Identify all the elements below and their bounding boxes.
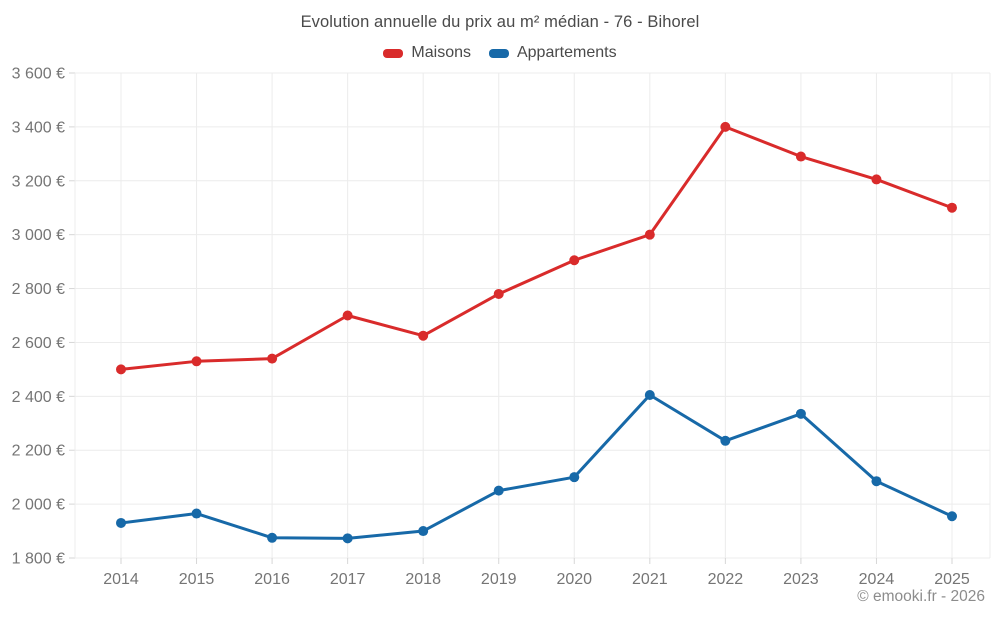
appartements-legend-label: Appartements bbox=[516, 44, 617, 61]
x-tick-label: 2023 bbox=[783, 571, 819, 588]
x-tick-label: 2017 bbox=[330, 571, 366, 588]
x-tick-label: 2022 bbox=[708, 571, 744, 588]
y-tick-label: 3 600 € bbox=[12, 66, 65, 83]
data-point-maisons-2021[interactable] bbox=[644, 229, 655, 240]
data-point-maisons-2020[interactable] bbox=[569, 255, 580, 266]
x-tick-label: 2020 bbox=[556, 571, 592, 588]
x-tick-label: 2018 bbox=[405, 571, 441, 588]
chart-title: Evolution annuelle du prix au m² médian … bbox=[300, 13, 700, 31]
data-point-maisons-2025[interactable] bbox=[947, 202, 957, 213]
y-tick-label: 3 400 € bbox=[12, 119, 65, 136]
data-point-maisons-2023[interactable] bbox=[795, 151, 806, 162]
data-point-maisons-2015[interactable] bbox=[191, 356, 202, 367]
data-point-appartements-2018[interactable] bbox=[418, 526, 429, 537]
data-point-maisons-2018[interactable] bbox=[418, 330, 429, 341]
data-point-appartements-2019[interactable] bbox=[493, 485, 504, 496]
x-tick-label: 2019 bbox=[481, 571, 517, 588]
data-point-appartements-2020[interactable] bbox=[569, 472, 580, 483]
legend-item-maisons[interactable]: Maisons bbox=[383, 44, 471, 62]
y-tick-label: 2 800 € bbox=[12, 281, 65, 298]
appartements-legend-swatch bbox=[488, 48, 509, 58]
data-point-appartements-2017[interactable] bbox=[342, 533, 353, 544]
data-point-maisons-2022[interactable] bbox=[720, 121, 731, 132]
data-point-maisons-2014[interactable] bbox=[116, 364, 126, 375]
maisons-legend-swatch bbox=[383, 48, 404, 58]
y-tick-label: 2 400 € bbox=[12, 389, 65, 406]
y-tick-label: 2 000 € bbox=[12, 497, 65, 514]
legend-item-appartements[interactable]: Appartements bbox=[488, 44, 617, 62]
x-tick-label: 2024 bbox=[859, 571, 895, 588]
data-point-appartements-2016[interactable] bbox=[267, 532, 278, 543]
data-point-maisons-2019[interactable] bbox=[493, 288, 504, 299]
series-line-maisons bbox=[119, 125, 954, 371]
x-tick-label: 2016 bbox=[254, 571, 290, 588]
copyright-text: © emooki.fr - 2026 bbox=[857, 588, 985, 605]
maisons-legend-label: Maisons bbox=[411, 44, 471, 61]
series-line-appartements bbox=[119, 393, 954, 540]
x-tick-label: 2014 bbox=[103, 571, 139, 588]
data-point-maisons-2016[interactable] bbox=[267, 353, 278, 364]
legend: Maisons Appartements bbox=[0, 44, 1000, 62]
data-point-appartements-2014[interactable] bbox=[116, 517, 126, 528]
y-tick-label: 3 000 € bbox=[12, 227, 65, 244]
data-point-appartements-2023[interactable] bbox=[795, 408, 806, 419]
data-point-appartements-2024[interactable] bbox=[871, 476, 882, 487]
data-point-appartements-2015[interactable] bbox=[191, 508, 202, 519]
x-tick-label: 2025 bbox=[934, 571, 970, 588]
data-point-maisons-2024[interactable] bbox=[871, 174, 882, 185]
x-tick-label: 2021 bbox=[632, 571, 668, 588]
data-point-appartements-2021[interactable] bbox=[644, 389, 655, 400]
y-tick-label: 1 800 € bbox=[12, 551, 65, 568]
data-point-appartements-2025[interactable] bbox=[947, 511, 957, 522]
y-tick-label: 2 600 € bbox=[12, 335, 65, 352]
x-tick-label: 2015 bbox=[179, 571, 215, 588]
data-point-maisons-2017[interactable] bbox=[342, 310, 353, 321]
data-point-appartements-2022[interactable] bbox=[720, 435, 731, 446]
y-tick-label: 2 200 € bbox=[12, 443, 65, 460]
y-tick-label: 3 200 € bbox=[12, 173, 65, 190]
